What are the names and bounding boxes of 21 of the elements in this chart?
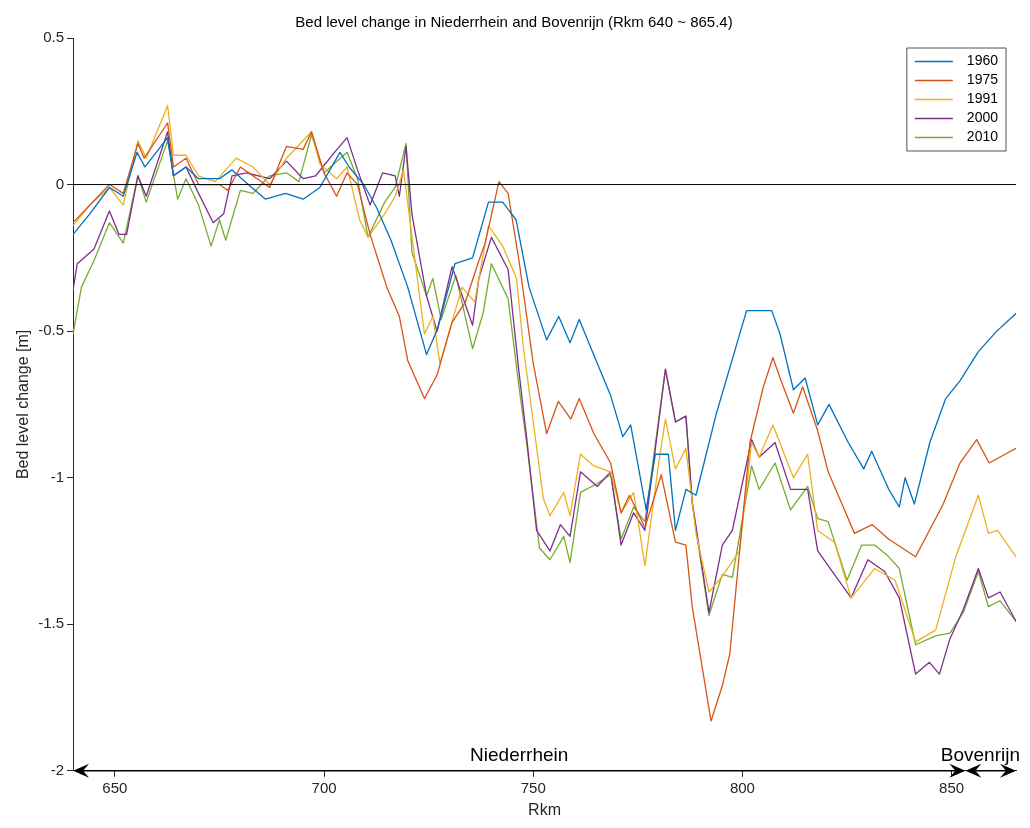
annotation: Bovenrijn — [940, 743, 1021, 765]
y-axis-title: Bed level change [m] — [14, 329, 32, 480]
y-tick-label: -2 — [50, 760, 65, 778]
y-tick-label: 0.5 — [43, 28, 65, 46]
legend-label: 1975 — [966, 71, 999, 88]
chart-title: Bed level change in Niederrhein and Bovenrijn (Rkm 640 ~ 865.4) — [295, 13, 733, 31]
x-tick-label: 800 — [729, 778, 755, 796]
y-tick-label: 0 — [55, 174, 65, 192]
x-tick-label: 750 — [520, 778, 546, 796]
x-axis-title: Rkm — [528, 800, 561, 818]
x-tick-label: 650 — [102, 778, 128, 796]
x-tick-label: 700 — [311, 778, 337, 796]
legend-label: 2000 — [966, 109, 999, 126]
y-tick-label: -1 — [50, 467, 65, 485]
legend-label: 1991 — [966, 90, 999, 107]
y-tick-label: -1.5 — [38, 614, 65, 632]
y-tick-label: -0.5 — [38, 321, 65, 339]
legend-label: 2010 — [966, 128, 999, 145]
annotation: Niederrhein — [470, 743, 569, 765]
legend-label: 1960 — [966, 52, 999, 69]
x-tick-label: 850 — [939, 778, 965, 796]
